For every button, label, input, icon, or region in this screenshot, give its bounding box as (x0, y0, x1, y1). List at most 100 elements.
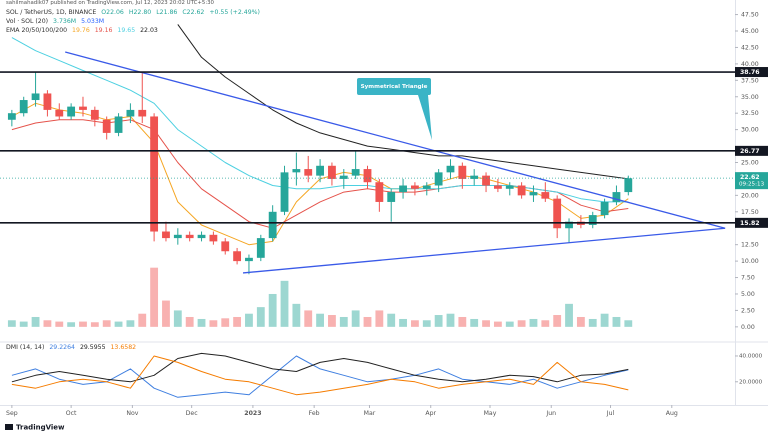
ema-value: 19.65 (117, 27, 136, 34)
volume-label: Vol · SOL (20) (6, 18, 49, 25)
candle-body (150, 116, 159, 232)
logo: TradingView (5, 424, 65, 432)
level-label-box (735, 145, 768, 156)
x-tick-label: Feb (309, 410, 320, 417)
volume-bar (209, 320, 218, 327)
overlay-layer (0, 51, 735, 274)
annotation-box (357, 78, 431, 95)
candle-body (292, 169, 301, 173)
candle-body (90, 109, 99, 120)
dmi-label: DMI (14, 14) (6, 344, 45, 351)
level-label: 38.76 (740, 69, 760, 76)
candle-body (446, 165, 455, 173)
candle-layer (7, 72, 633, 275)
candle-body (339, 175, 348, 179)
candle-body (31, 93, 40, 101)
volume-bar (245, 313, 253, 327)
volume-bar (173, 310, 182, 327)
volume-bar (79, 321, 87, 327)
candle-body (173, 234, 182, 239)
candle-body (411, 185, 419, 189)
ema-header: EMA 20/50/100/200 19.76 19.16 19.65 22.0… (6, 27, 161, 34)
candle-body (55, 109, 64, 117)
ohlc-change: +0.55 (+2.49%) (209, 9, 260, 16)
countdown-label: 09:25:13 (739, 182, 765, 188)
candle-body (387, 192, 396, 202)
candle-body (375, 182, 384, 202)
volume-bar (114, 321, 123, 327)
volume-bar (434, 315, 443, 327)
volume-bar (150, 267, 159, 327)
candle-body (7, 113, 16, 120)
volume-bar (185, 316, 194, 327)
logo-mark (5, 424, 13, 430)
dmi-line (11, 355, 629, 396)
y-tick-label: 10.00 (741, 258, 759, 265)
attribution: sahilmahadik07 published on TradingView.… (6, 0, 214, 6)
x-tick-label: Mar (364, 410, 376, 417)
y-tick-label: 37.50 (741, 77, 759, 84)
dmi-y-tick-label: 40.0000 (739, 353, 763, 359)
volume-bar (233, 316, 242, 327)
candle-body (541, 192, 550, 199)
candle-body (612, 192, 621, 202)
ema-value: 19.16 (94, 27, 113, 34)
candle-body (209, 234, 218, 242)
candle-body (363, 169, 372, 183)
ema-label: EMA 20/50/100/200 (6, 27, 68, 34)
volume-bar (221, 318, 230, 327)
volume-bar (280, 280, 289, 327)
candle-body (351, 169, 360, 176)
volume-bar (43, 320, 52, 327)
dmi-value: 13.6582 (110, 344, 137, 351)
volume-bar (624, 320, 633, 327)
candle-body (304, 169, 313, 176)
trendline (65, 51, 726, 229)
volume-bar (505, 321, 514, 327)
candle-body (493, 185, 502, 189)
y-tick-label: 5.00 (741, 291, 755, 298)
volume-bar (126, 320, 135, 327)
x-tick-label: Jun (545, 410, 556, 417)
x-tick-label: Sep (6, 410, 18, 417)
dmi-header: DMI (14, 14) 29.2264 29.5955 13.6582 (6, 344, 139, 351)
candle-body (434, 172, 443, 186)
x-tick-label: Dec (186, 410, 199, 417)
ohlc-value: O22.06 (101, 9, 124, 16)
last-price-box (735, 172, 768, 190)
volume-bar (399, 318, 407, 327)
candle-body (399, 185, 407, 193)
candle-body (553, 198, 562, 229)
y-tick-label: 42.50 (741, 44, 759, 51)
ohlc-value: C22.62 (182, 9, 205, 16)
candle-body (67, 106, 76, 117)
candle-body (600, 201, 609, 216)
volume-bar (197, 318, 206, 327)
candle-body (221, 241, 230, 252)
y-tick-label: 32.50 (741, 110, 759, 117)
candle-body (126, 109, 135, 117)
candle-body (256, 238, 265, 258)
volume-bar (328, 315, 336, 327)
volume-bar (256, 307, 265, 327)
x-tick-label: Apr (425, 410, 436, 417)
candle-body (19, 100, 28, 114)
level-label: 15.82 (740, 220, 760, 227)
annotation-pointer (418, 95, 432, 140)
x-tick-label: May (484, 410, 497, 417)
y-tick-label: 30.00 (741, 127, 759, 134)
volume-bar (162, 300, 170, 327)
volume-bar (553, 315, 562, 327)
volume-header: Vol · SOL (20) 3.736M 5.033M (6, 18, 107, 25)
candle-body (517, 185, 526, 196)
dmi-layer (11, 352, 629, 398)
candle-body (328, 165, 336, 179)
volume-bar (493, 321, 502, 327)
volume-bar (102, 320, 111, 327)
volume-bar (268, 293, 277, 327)
dmi-line (11, 355, 629, 398)
candle-body (138, 109, 147, 117)
volume-bar (612, 316, 621, 327)
